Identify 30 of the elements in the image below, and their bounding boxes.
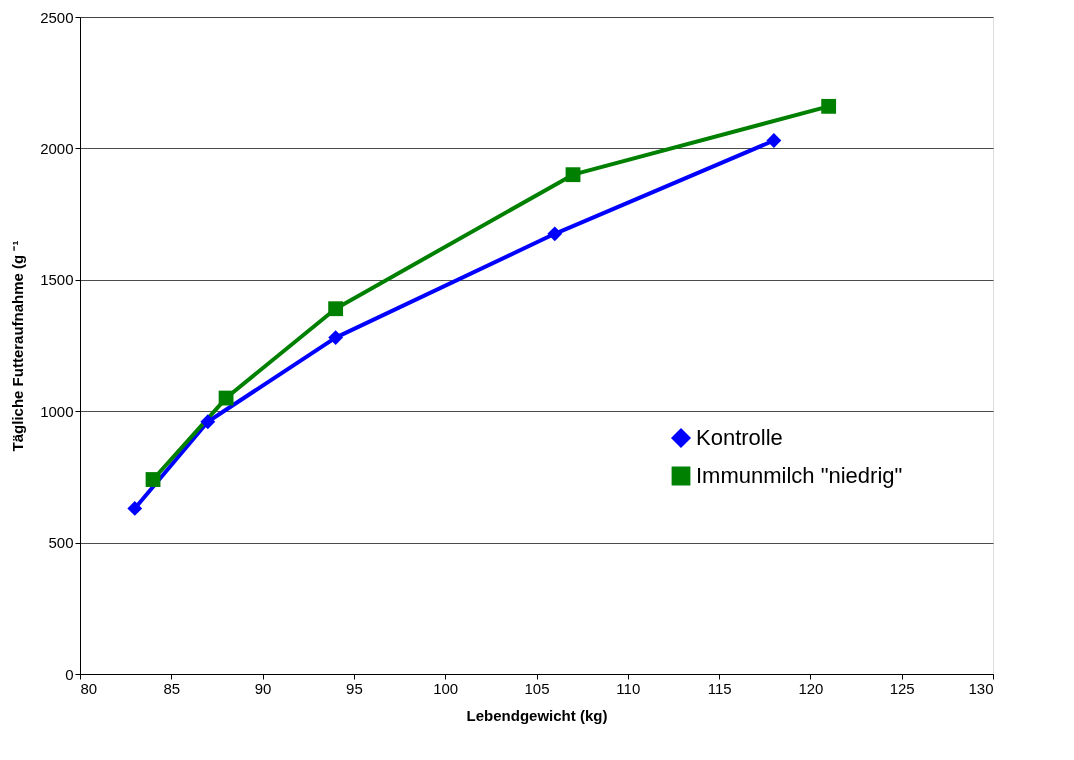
legend-label: Kontrolle — [696, 425, 783, 450]
y-tick-label: 0 — [65, 665, 74, 683]
x-tick-label: 80 — [80, 679, 98, 697]
y-tick-label: 1500 — [40, 271, 74, 289]
point — [547, 226, 563, 242]
point — [328, 301, 344, 317]
point — [328, 330, 344, 346]
x-axis-title: Lebendgewicht (kg) — [466, 706, 608, 724]
x-tick-label: 120 — [798, 679, 824, 697]
x-tick-label: 115 — [707, 679, 732, 697]
x-tick-label: 130 — [968, 679, 994, 697]
y-tick-label: 2500 — [40, 8, 74, 26]
point — [145, 472, 161, 487]
y-tick-label: 1000 — [40, 402, 74, 420]
x-tick-label: 125 — [889, 679, 915, 697]
point — [565, 167, 581, 183]
y-tick-label: 2000 — [40, 139, 74, 157]
x-tick-label: 100 — [433, 679, 459, 697]
x-tick-label: 105 — [524, 679, 550, 697]
y-tick-label: 500 — [48, 534, 74, 552]
y-axis-title: Tägliche Futteraufnahme (g ⁻¹ — [9, 240, 27, 452]
point — [127, 501, 143, 516]
point — [821, 98, 837, 114]
x-tick-label: 90 — [254, 679, 272, 697]
x-tick-label: 85 — [163, 679, 181, 697]
point — [766, 133, 782, 148]
x-tick-label: 95 — [346, 679, 363, 697]
x-tick-label: 110 — [616, 679, 641, 697]
point — [200, 414, 216, 430]
legend-label: Immunmilch "niedrig" — [696, 463, 903, 488]
